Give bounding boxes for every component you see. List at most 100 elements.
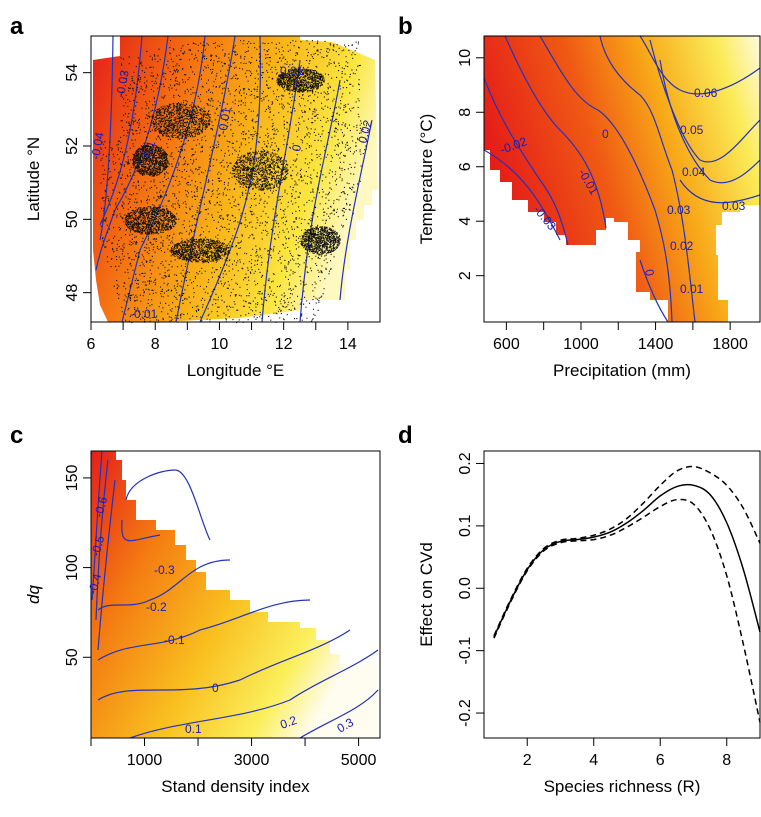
contour-lines-c (91, 451, 379, 738)
x-tick-label: 1400 (638, 336, 674, 353)
plot-frame-b (483, 35, 761, 323)
y-tick-label: -0.2 (457, 699, 474, 727)
y-tick-label: 0.2 (457, 452, 474, 474)
svg-text:0.01: 0.01 (280, 64, 304, 78)
y-tick-label: 8 (457, 108, 474, 117)
x-tick-label: 6 (87, 336, 96, 353)
panel-letter-c: c (10, 422, 23, 449)
x-tick-label: 2 (523, 752, 532, 769)
svg-text:-0.01: -0.01 (215, 106, 234, 136)
heatmap-surface-a (93, 36, 378, 322)
y-tick-label: 150 (64, 464, 81, 491)
svg-text:0.03: 0.03 (667, 203, 691, 217)
heatmap-b (484, 36, 760, 322)
y-axis-label: Effect on CVd (417, 542, 436, 647)
svg-text:-0.5: -0.5 (88, 534, 107, 558)
x-tick-label: 4 (589, 752, 598, 769)
sample-plot-cluster (132, 144, 169, 177)
y-tick-label: 54 (64, 64, 81, 82)
svg-text:-0.2: -0.2 (146, 600, 167, 614)
x-tick-label: 1000 (127, 752, 163, 769)
sample-plot-cluster (124, 206, 177, 235)
svg-text:0.04: 0.04 (682, 165, 706, 179)
sample-plot-cluster (232, 150, 289, 191)
x-tick-label: 8 (151, 336, 160, 353)
svg-text:0: 0 (642, 268, 657, 277)
confidence-band-dashed-2 (493, 498, 761, 723)
plot-frame-d (483, 450, 761, 739)
panel-d: d 2 4 6 8 -0.2 -0.1 0.0 0.1 0.2 Species richness … (398, 422, 761, 796)
svg-text:0.01: 0.01 (680, 282, 704, 296)
axes-b: 600 1000 1400 1800 2 4 6 8 10 Precipitation (mm) T… (417, 49, 748, 380)
sample-plot-cluster (300, 226, 341, 255)
y-axis-label: dq (24, 585, 43, 604)
svg-text:-0.1: -0.1 (139, 139, 158, 163)
y-axis-label: Temperature (°C) (417, 114, 436, 245)
contour-labels-c: -0.6 -0.5 -0.4 -0.3 -0.2 -0.1 0 0.1 0.2 … (85, 495, 356, 736)
heatmap-surface-c (91, 451, 378, 738)
x-tick-label: 8 (722, 752, 731, 769)
x-tick-label: 6 (656, 752, 665, 769)
panel-c: c -0.6 -0.5 -0.4 -0.3 -0.2 -0.1 (10, 422, 381, 796)
svg-text:0.2: 0.2 (278, 713, 299, 732)
x-tick-label: 1000 (563, 336, 599, 353)
svg-text:0.05: 0.05 (680, 123, 704, 137)
panel-letter-a: a (10, 13, 24, 40)
data-points-a (170, 40, 211, 61)
svg-text:0.02: 0.02 (355, 118, 375, 144)
svg-text:-0.6: -0.6 (91, 495, 110, 519)
svg-text:0: 0 (289, 143, 304, 152)
y-tick-label: 0.1 (457, 515, 474, 537)
sample-plot-cluster (170, 238, 231, 263)
panel-a: a -0.04 -0.03 -0.1 -0 (10, 13, 381, 380)
axes-d: 2 4 6 8 -0.2 -0.1 0.0 0.1 0.2 Species richness (R… (417, 452, 731, 796)
sample-plot-cluster (276, 68, 325, 93)
svg-text:0.06: 0.06 (694, 86, 718, 100)
svg-text:-0.01: -0.01 (130, 307, 158, 321)
y-tick-label: 6 (457, 162, 474, 171)
x-tick-label: 14 (339, 336, 357, 353)
y-tick-label: 100 (64, 554, 81, 581)
y-tick-label: 50 (64, 648, 81, 666)
y-axis-label: Latitude °N (24, 137, 43, 221)
heatmap-surface-b (484, 36, 760, 322)
contour-lines-b (484, 36, 760, 322)
y-tick-label: 2 (457, 271, 474, 280)
x-axis-label: Species richness (R) (544, 777, 701, 796)
axes-a: 6 8 10 12 14 48 50 52 54 Longitude °E Latitude °N (24, 64, 357, 380)
svg-text:-0.04: -0.04 (88, 131, 107, 161)
svg-text:0.02: 0.02 (670, 239, 694, 253)
svg-text:0.03: 0.03 (722, 199, 746, 213)
sample-plot-points (100, 40, 369, 324)
x-axis-label: Precipitation (mm) (553, 361, 691, 380)
panel-letter-d: d (398, 422, 413, 449)
y-tick-label: 4 (457, 217, 474, 226)
svg-text:-0.03: -0.03 (113, 69, 132, 99)
effect-curve-solid (493, 483, 761, 638)
x-tick-label: 12 (275, 336, 293, 353)
y-tick-label: 0.0 (457, 577, 474, 599)
y-tick-label: 50 (64, 210, 81, 228)
svg-text:0.1: 0.1 (185, 722, 202, 736)
y-tick-label: -0.1 (457, 637, 474, 665)
svg-text:-0.4: -0.4 (85, 572, 104, 596)
x-tick-label: 600 (493, 336, 520, 353)
sample-plots-a (100, 40, 369, 324)
x-tick-label: 1800 (712, 336, 748, 353)
y-tick-label: 48 (64, 284, 81, 302)
plot-frame-c (90, 450, 381, 739)
effect-curves-d (493, 465, 761, 723)
svg-text:-0.1: -0.1 (164, 633, 185, 647)
x-axis-label: Stand density index (161, 777, 310, 796)
confidence-band-dashed-1 (493, 465, 761, 636)
axes-c: 1000 3000 5000 50 100 150 Stand density index d… (24, 464, 376, 796)
svg-text:0: 0 (212, 681, 219, 695)
x-tick-label: 5000 (341, 752, 377, 769)
panel-letter-b: b (398, 13, 413, 40)
svg-text:-0.3: -0.3 (154, 563, 175, 577)
x-axis-label: Longitude °E (187, 361, 285, 380)
svg-text:0: 0 (602, 127, 609, 141)
plot-frame-a (90, 35, 381, 323)
x-tick-label: 10 (211, 336, 229, 353)
